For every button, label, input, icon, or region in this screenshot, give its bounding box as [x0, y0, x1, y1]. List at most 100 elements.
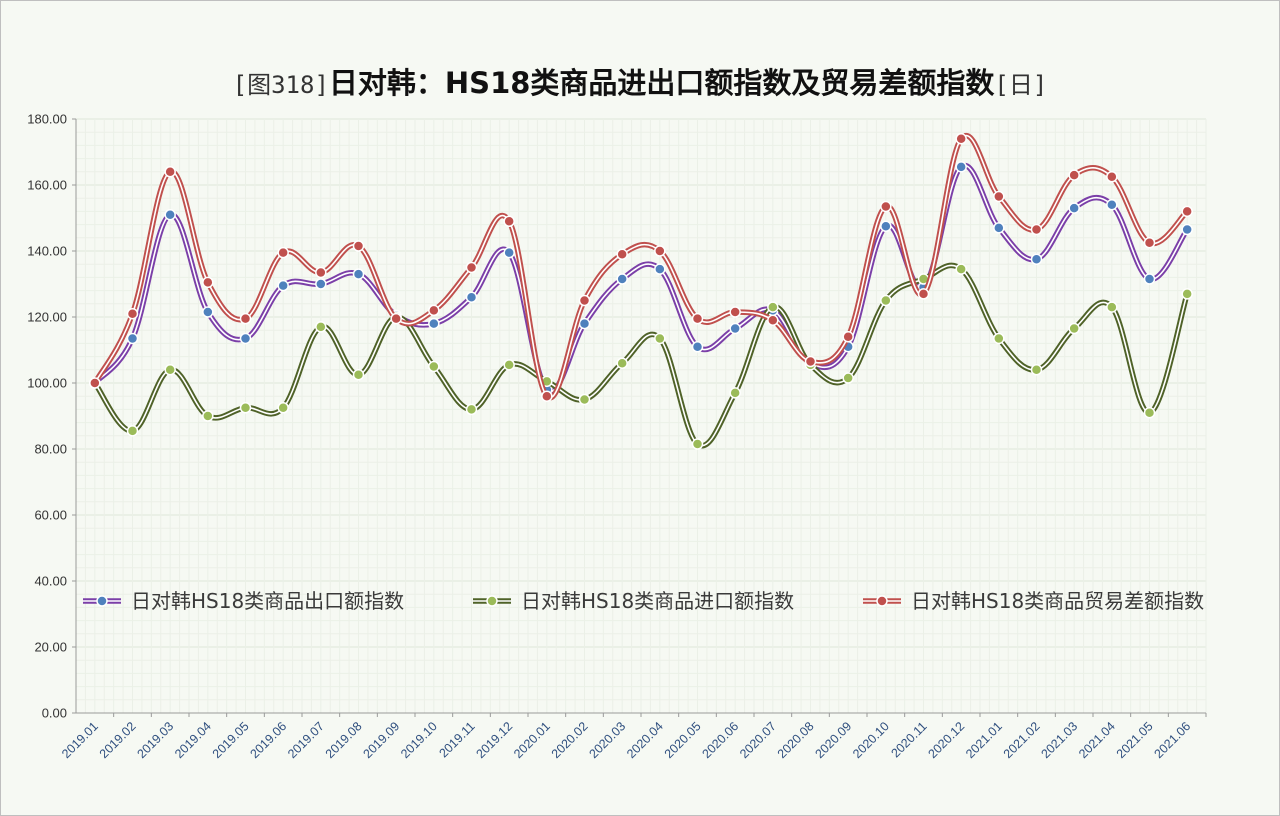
x-axis-ticks: 2019.012019.022019.032019.042019.052019.… [59, 713, 1207, 761]
data-point [1030, 364, 1043, 376]
data-point [993, 222, 1005, 234]
legend-marker [876, 595, 888, 607]
x-tick-label: 2021.03 [1038, 719, 1080, 761]
data-point [1106, 171, 1118, 183]
data-point [277, 402, 289, 414]
data-point [428, 317, 440, 330]
data-point [352, 268, 365, 280]
x-tick-label: 2019.11 [436, 719, 477, 760]
data-point [352, 369, 365, 381]
data-point [239, 312, 252, 325]
series-2 [89, 262, 1193, 450]
y-tick-label: 160.00 [27, 178, 67, 193]
data-point [1143, 273, 1156, 285]
legend-marker [486, 595, 498, 607]
data-point [1030, 223, 1043, 236]
data-point [993, 332, 1005, 345]
data-point [616, 357, 628, 369]
data-point [578, 294, 591, 307]
data-point [315, 321, 327, 333]
data-point [616, 248, 628, 261]
x-tick-label: 2021.02 [1001, 719, 1043, 761]
x-tick-label: 2019.03 [134, 719, 176, 761]
data-point [277, 246, 289, 259]
data-point [1181, 288, 1193, 300]
y-tick-label: 20.00 [34, 640, 67, 655]
x-tick-label: 2019.12 [473, 719, 515, 761]
data-point [804, 355, 817, 368]
data-point [465, 403, 478, 416]
x-tick-label: 2019.01 [59, 719, 101, 761]
data-point [616, 273, 628, 285]
data-point [654, 332, 666, 345]
chart-title-main: 日对韩：HS18类商品进出口额指数及贸易差额指数 [329, 66, 996, 100]
x-tick-label: 2020.01 [511, 719, 553, 761]
x-tick-label: 2020.08 [775, 719, 817, 761]
y-tick-label: 100.00 [27, 376, 67, 391]
data-point [1106, 301, 1118, 313]
y-tick-label: 140.00 [27, 244, 67, 259]
data-point [1068, 202, 1080, 214]
x-tick-label: 2020.05 [662, 719, 704, 761]
data-point [842, 331, 854, 343]
data-point [1143, 406, 1156, 419]
data-point [126, 425, 139, 437]
x-tick-label: 2019.02 [97, 719, 139, 761]
data-point [767, 314, 779, 327]
data-point [315, 278, 327, 290]
data-point [729, 322, 741, 335]
x-tick-label: 2020.11 [888, 719, 929, 760]
data-point [691, 312, 704, 325]
data-point [89, 377, 101, 389]
data-point [955, 263, 967, 275]
y-tick-label: 60.00 [34, 508, 67, 523]
data-point [880, 294, 892, 307]
y-tick-label: 40.00 [34, 574, 67, 589]
legend-label: 日对韩HS18类商品贸易差额指数 [911, 589, 1204, 613]
data-point [126, 332, 139, 345]
data-point [654, 263, 666, 275]
data-point [955, 161, 967, 173]
data-point [126, 307, 139, 320]
data-point [541, 390, 553, 402]
x-tick-label: 2020.09 [812, 719, 854, 761]
data-point [164, 208, 176, 221]
x-tick-label: 2020.07 [737, 719, 779, 761]
legend-item: 日对韩HS18类商品进口额指数 [473, 589, 794, 613]
legend-marker [96, 595, 108, 607]
x-tick-label: 2021.05 [1114, 719, 1156, 761]
y-tick-label: 80.00 [34, 442, 67, 457]
chart-title: [图318]日对韩：HS18类商品进出口额指数及贸易差额指数[日] [233, 66, 1048, 100]
data-point [202, 306, 214, 318]
series-group [89, 133, 1193, 450]
x-tick-label: 2020.04 [624, 719, 666, 761]
data-point [428, 304, 440, 317]
data-point [578, 393, 591, 406]
data-point [767, 301, 779, 313]
x-tick-label: 2019.04 [172, 719, 214, 761]
data-point [955, 133, 967, 145]
chart-title-prefix: [图318] [233, 71, 329, 99]
data-point [315, 266, 327, 279]
data-point [917, 288, 930, 300]
data-point [503, 215, 515, 228]
y-tick-label: 120.00 [27, 310, 67, 325]
x-tick-label: 2019.06 [247, 719, 289, 761]
data-point [239, 402, 252, 414]
data-point [390, 312, 402, 325]
data-point [842, 372, 854, 384]
data-point [164, 364, 176, 376]
data-point [239, 332, 252, 345]
legend-item: 日对韩HS18类商品出口额指数 [83, 589, 404, 613]
data-point [729, 387, 741, 399]
x-tick-label: 2021.04 [1076, 719, 1118, 761]
x-tick-label: 2021.06 [1151, 719, 1193, 761]
x-tick-label: 2019.05 [210, 719, 252, 761]
data-point [277, 279, 289, 292]
x-tick-label: 2019.10 [398, 719, 440, 761]
data-point [993, 190, 1005, 203]
data-point [1143, 237, 1156, 249]
data-point [880, 220, 892, 232]
data-point [691, 340, 704, 353]
y-tick-label: 180.00 [27, 112, 67, 127]
